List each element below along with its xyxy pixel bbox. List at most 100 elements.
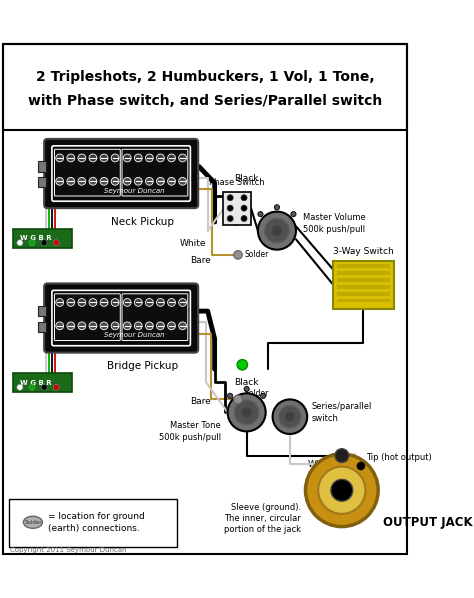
- Circle shape: [179, 154, 186, 162]
- Circle shape: [17, 385, 23, 390]
- Circle shape: [146, 298, 153, 306]
- Bar: [38, 322, 46, 332]
- Circle shape: [241, 205, 247, 211]
- Circle shape: [228, 393, 233, 398]
- FancyBboxPatch shape: [44, 139, 198, 208]
- Circle shape: [41, 240, 47, 246]
- Text: = location for ground
(earth) connections.: = location for ground (earth) connection…: [47, 512, 145, 533]
- Circle shape: [279, 405, 301, 428]
- Text: Solder: Solder: [24, 520, 42, 525]
- Circle shape: [264, 218, 289, 243]
- Circle shape: [156, 298, 164, 306]
- Circle shape: [135, 322, 142, 329]
- Bar: [337, 278, 390, 282]
- Circle shape: [228, 393, 266, 431]
- Bar: [337, 299, 390, 303]
- Text: Seymour Duncan: Seymour Duncan: [104, 188, 164, 194]
- Circle shape: [273, 399, 307, 434]
- Circle shape: [285, 411, 295, 422]
- Circle shape: [168, 298, 175, 306]
- Bar: [38, 161, 46, 172]
- Circle shape: [56, 154, 64, 162]
- Text: Bare: Bare: [191, 398, 211, 407]
- Circle shape: [135, 178, 142, 185]
- Circle shape: [67, 298, 75, 306]
- Bar: [38, 306, 46, 316]
- Text: with Phase switch, and Series/Parallel switch: with Phase switch, and Series/Parallel s…: [28, 94, 382, 108]
- Bar: [337, 285, 390, 289]
- Circle shape: [168, 178, 175, 185]
- FancyBboxPatch shape: [122, 294, 188, 340]
- Circle shape: [123, 298, 131, 306]
- Bar: [38, 177, 46, 187]
- Text: 2 Tripleshots, 2 Humbuckers, 1 Vol, 1 Tone,: 2 Tripleshots, 2 Humbuckers, 1 Vol, 1 To…: [36, 69, 374, 84]
- Circle shape: [123, 322, 131, 329]
- Text: W G B R: W G B R: [20, 380, 52, 386]
- Circle shape: [100, 154, 108, 162]
- Text: Master Tone
500k push/pull: Master Tone 500k push/pull: [158, 421, 221, 442]
- Circle shape: [123, 178, 131, 185]
- Text: Tip (hot output): Tip (hot output): [366, 453, 432, 462]
- Circle shape: [56, 178, 64, 185]
- Circle shape: [123, 154, 131, 162]
- Circle shape: [111, 154, 119, 162]
- Bar: [9, 499, 177, 547]
- Text: Neck Pickup: Neck Pickup: [111, 217, 174, 227]
- Text: 3-Way Switch: 3-Way Switch: [333, 247, 394, 256]
- Circle shape: [234, 395, 242, 404]
- Circle shape: [56, 322, 64, 329]
- Bar: [337, 271, 390, 274]
- Circle shape: [227, 205, 233, 211]
- Text: Seymour Duncan: Seymour Duncan: [104, 332, 164, 338]
- Circle shape: [291, 212, 296, 216]
- Circle shape: [258, 212, 296, 250]
- Circle shape: [111, 298, 119, 306]
- Text: Solder: Solder: [244, 389, 268, 398]
- Circle shape: [146, 322, 153, 329]
- Circle shape: [168, 322, 175, 329]
- FancyBboxPatch shape: [55, 294, 120, 340]
- Circle shape: [227, 215, 233, 221]
- Bar: [223, 192, 251, 225]
- Circle shape: [100, 322, 108, 329]
- Text: Series/parallel
switch: Series/parallel switch: [311, 402, 372, 423]
- Circle shape: [53, 385, 59, 390]
- Circle shape: [234, 400, 259, 425]
- Bar: [3, 44, 407, 130]
- Circle shape: [241, 407, 252, 418]
- Circle shape: [244, 386, 249, 392]
- Circle shape: [29, 385, 35, 390]
- Circle shape: [53, 240, 59, 246]
- Text: Black: Black: [234, 174, 258, 183]
- Circle shape: [168, 154, 175, 162]
- Bar: [337, 264, 390, 268]
- Circle shape: [227, 195, 233, 201]
- FancyBboxPatch shape: [55, 150, 120, 196]
- Text: Bare: Bare: [191, 257, 211, 266]
- Circle shape: [135, 154, 142, 162]
- Circle shape: [241, 215, 247, 221]
- Circle shape: [234, 251, 242, 259]
- Circle shape: [78, 298, 86, 306]
- Circle shape: [335, 448, 349, 463]
- Bar: [337, 292, 390, 295]
- Circle shape: [156, 154, 164, 162]
- Circle shape: [29, 240, 35, 246]
- Ellipse shape: [23, 516, 42, 528]
- Circle shape: [331, 480, 353, 501]
- Circle shape: [67, 154, 75, 162]
- Circle shape: [78, 178, 86, 185]
- FancyBboxPatch shape: [122, 150, 188, 196]
- Circle shape: [17, 240, 23, 246]
- Circle shape: [89, 178, 97, 185]
- Circle shape: [135, 298, 142, 306]
- Circle shape: [179, 322, 186, 329]
- Circle shape: [89, 298, 97, 306]
- Text: W G B R: W G B R: [20, 236, 52, 242]
- Circle shape: [41, 385, 47, 390]
- Circle shape: [111, 178, 119, 185]
- Circle shape: [274, 205, 280, 210]
- Text: Phase Switch: Phase Switch: [210, 178, 265, 187]
- Circle shape: [179, 178, 186, 185]
- Circle shape: [179, 298, 186, 306]
